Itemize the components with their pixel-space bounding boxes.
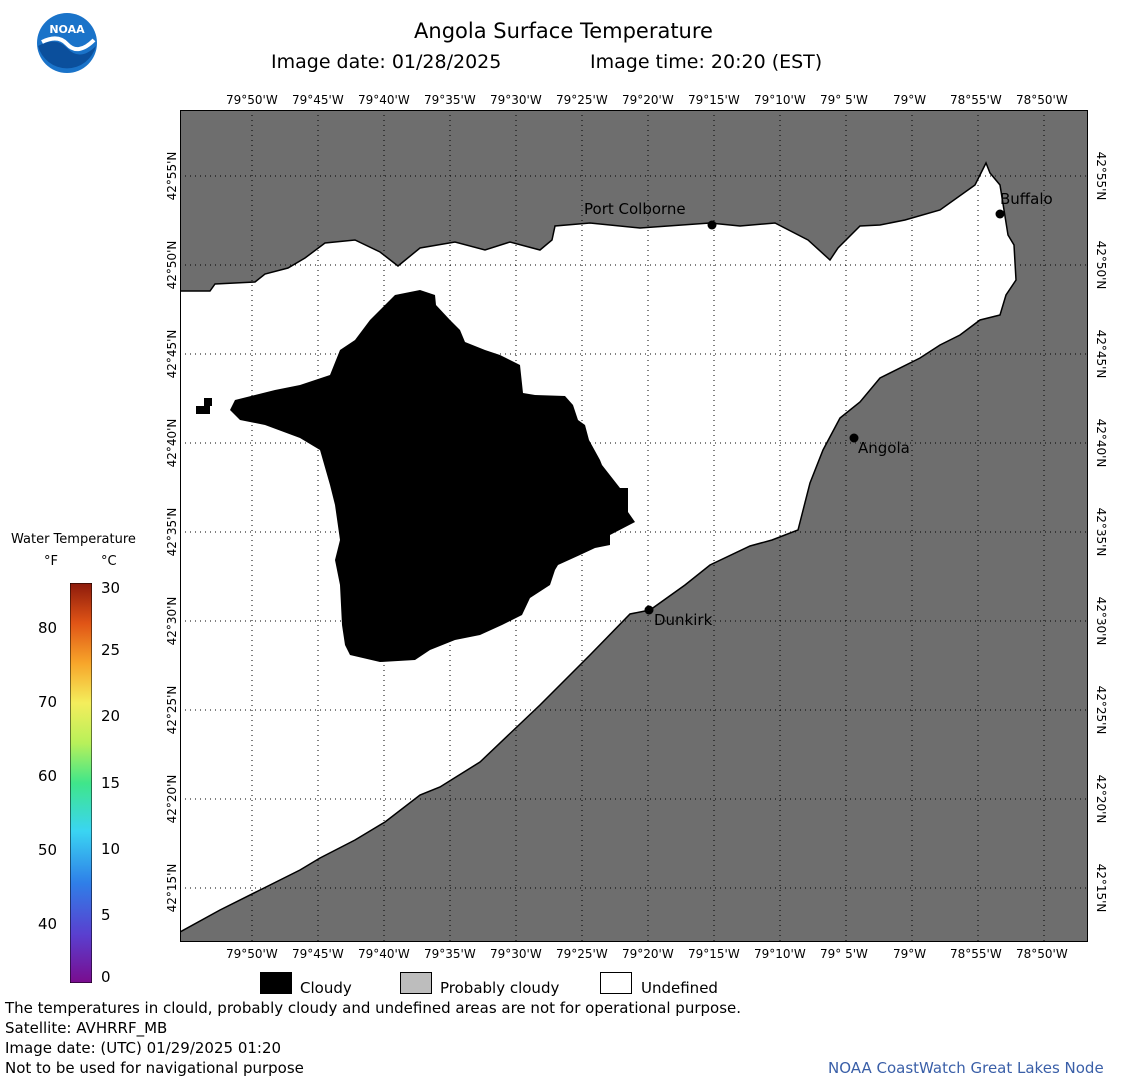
lon-label: 79°20'W (622, 93, 674, 107)
city-marker (644, 605, 654, 615)
colorbar-tick-c: 20 (101, 707, 121, 725)
city-marker (707, 220, 717, 230)
lon-label: 79°25'W (556, 93, 608, 107)
lon-label: 79°W (893, 947, 927, 961)
lat-label: 42°15'N (1094, 863, 1108, 913)
lon-label: 79°10'W (754, 93, 806, 107)
key-label-undefined: Undefined (641, 979, 718, 997)
colorbar-tick-c: 10 (101, 840, 121, 858)
lat-label: 42°35'N (1094, 507, 1108, 557)
lon-label: 79°20'W (622, 947, 674, 961)
lat-label: 42°45'N (1094, 329, 1108, 379)
lat-label: 42°45'N (165, 329, 179, 379)
lon-label: 79°10'W (754, 947, 806, 961)
colorbar-unit-f: °F (44, 554, 58, 569)
disclaimer-text: The temperatures in clould, probably clo… (5, 999, 742, 1017)
key-swatch-cloudy (260, 972, 292, 994)
colorbar-tick-c: 30 (101, 579, 121, 597)
node-credit-link[interactable]: NOAA CoastWatch Great Lakes Node (828, 1059, 1104, 1077)
lat-label: 42°50'N (1094, 240, 1108, 290)
cloud-area (230, 290, 635, 662)
colorbar-unit-c: °C (101, 554, 117, 569)
colorbar-tick-c: 0 (101, 968, 111, 986)
city-label-angola: Angola (858, 439, 910, 457)
colorbar-title: Water Temperature (11, 532, 136, 547)
colorbar-tick-c: 15 (101, 774, 121, 792)
lat-label: 42°35'N (165, 507, 179, 557)
lon-label: 79°W (893, 93, 927, 107)
lat-label: 42°25'N (1094, 685, 1108, 735)
utc-date-text: Image date: (UTC) 01/29/2025 01:20 (5, 1039, 282, 1057)
cloud-speck (204, 398, 212, 406)
lat-label: 42°55'N (1094, 151, 1108, 201)
image-date: Image date: 01/28/2025 (271, 51, 502, 73)
lon-label: 79°45'W (292, 947, 344, 961)
map-svg (179, 110, 1088, 942)
colorbar (69, 582, 93, 984)
graticule (180, 110, 1088, 942)
lat-label: 42°20'N (165, 774, 179, 824)
lat-label: 42°30'N (1094, 596, 1108, 646)
lat-label: 42°20'N (1094, 774, 1108, 824)
satellite-text: Satellite: AVHRRF_MB (5, 1019, 168, 1037)
colorbar-tick-c: 25 (101, 641, 121, 659)
lat-label: 42°40'N (1094, 418, 1108, 468)
city-label-dunkirk: Dunkirk (654, 611, 713, 629)
lon-label: 79° 5'W (820, 947, 868, 961)
lon-label: 78°50'W (1016, 93, 1068, 107)
key-label-cloudy: Cloudy (300, 979, 352, 997)
lon-label: 79°15'W (688, 93, 740, 107)
lat-label: 42°40'N (165, 418, 179, 468)
lon-label: 79°15'W (688, 947, 740, 961)
lat-label: 42°25'N (165, 685, 179, 735)
city-label-buffalo: Buffalo (1000, 190, 1053, 208)
lon-label: 78°55'W (950, 947, 1002, 961)
cloud-speck (196, 406, 210, 414)
lon-label: 79°25'W (556, 947, 608, 961)
colorbar-tick-c: 5 (101, 906, 111, 924)
colorbar-tick-f: 60 (38, 767, 58, 785)
lon-label: 79°30'W (490, 93, 542, 107)
key-swatch-undefined (600, 972, 632, 994)
lon-label: 79°50'W (226, 93, 278, 107)
key-swatch-probably-cloudy (400, 972, 432, 994)
lon-label: 79°45'W (292, 93, 344, 107)
page-title: Angola Surface Temperature (414, 19, 713, 43)
key-label-probably-cloudy: Probably cloudy (440, 979, 560, 997)
lon-label: 79°40'W (358, 93, 410, 107)
colorbar-tick-f: 50 (38, 841, 58, 859)
lat-label: 42°15'N (165, 863, 179, 913)
lon-label: 79°40'W (358, 947, 410, 961)
map-border (180, 110, 1088, 942)
lon-label: 79°35'W (424, 93, 476, 107)
lat-label: 42°30'N (165, 596, 179, 646)
lon-label: 79°50'W (226, 947, 278, 961)
lon-label: 79°35'W (424, 947, 476, 961)
city-marker (849, 433, 859, 443)
map-panel: Port Colborne Buffalo Angola Dunkirk (179, 110, 1088, 942)
colorbar-tick-f: 40 (38, 915, 58, 933)
noaa-logo: NOAA (36, 12, 98, 74)
city-marker (995, 209, 1005, 219)
lon-label: 78°55'W (950, 93, 1002, 107)
image-time: Image time: 20:20 (EST) (590, 51, 823, 73)
logo-text: NOAA (49, 23, 85, 36)
navigation-warning: Not to be used for navigational purpose (5, 1059, 304, 1077)
lat-label: 42°50'N (165, 240, 179, 290)
lat-label: 42°55'N (165, 151, 179, 201)
colorbar-tick-f: 70 (38, 693, 58, 711)
colorbar-tick-f: 80 (38, 619, 58, 637)
city-label-port-colborne: Port Colborne (584, 200, 686, 218)
lon-label: 78°50'W (1016, 947, 1068, 961)
lon-label: 79°30'W (490, 947, 542, 961)
lon-label: 79° 5'W (820, 93, 868, 107)
